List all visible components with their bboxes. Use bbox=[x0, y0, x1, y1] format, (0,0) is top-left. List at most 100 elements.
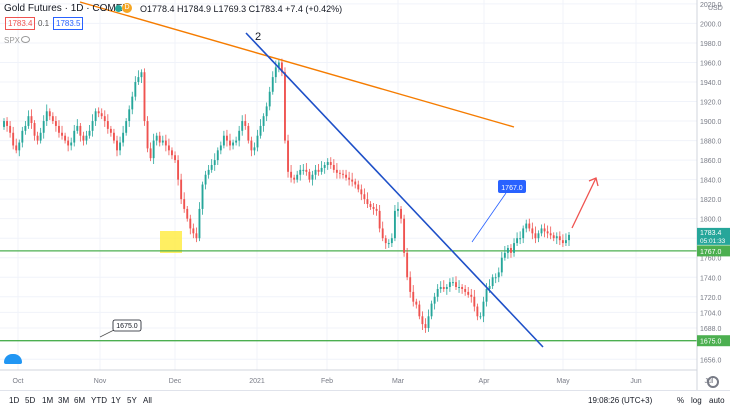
callout-label-blue: 1767.0 bbox=[501, 185, 523, 192]
symbol-title[interactable]: Gold Futures · 1D · COMEX bbox=[4, 3, 130, 14]
candle-body bbox=[534, 233, 537, 239]
candle-body bbox=[100, 113, 103, 117]
candle-body bbox=[204, 174, 207, 185]
candle bbox=[549, 226, 552, 240]
auto-toggle[interactable]: auto bbox=[709, 396, 725, 405]
badge-d: D bbox=[122, 3, 132, 13]
tradingview-logo-icon[interactable] bbox=[4, 354, 22, 364]
candle-body bbox=[140, 72, 143, 78]
range-3m[interactable]: 3M bbox=[58, 396, 70, 405]
candle-body bbox=[500, 257, 503, 273]
candle bbox=[345, 169, 348, 181]
candle bbox=[161, 135, 164, 146]
range-5d[interactable]: 5D bbox=[25, 396, 36, 405]
clock[interactable]: 19:08:26 (UTC+3) bbox=[588, 396, 653, 405]
candle bbox=[470, 288, 473, 303]
candle-body bbox=[128, 109, 131, 122]
candle-body bbox=[6, 121, 9, 126]
candle bbox=[390, 233, 393, 247]
candle-body bbox=[271, 77, 274, 92]
candle bbox=[189, 214, 192, 235]
candle bbox=[317, 164, 320, 176]
projection-arrow-head bbox=[588, 177, 599, 187]
candle bbox=[192, 223, 195, 239]
candle-body bbox=[531, 228, 534, 234]
candle-body bbox=[198, 208, 201, 239]
log-toggle[interactable]: log bbox=[691, 396, 702, 405]
candle bbox=[451, 277, 454, 287]
candle bbox=[415, 298, 418, 309]
candle bbox=[15, 138, 18, 154]
settings-gear-icon[interactable] bbox=[707, 376, 719, 388]
callout-leader-blue bbox=[471, 192, 507, 243]
candle bbox=[427, 309, 430, 332]
range-all[interactable]: All bbox=[143, 396, 152, 405]
candle-body bbox=[241, 121, 244, 131]
candle bbox=[540, 224, 543, 237]
candle-body bbox=[284, 72, 286, 141]
range-1m[interactable]: 1M bbox=[42, 396, 54, 405]
candle-body bbox=[528, 223, 531, 229]
x-tick-label: Jun bbox=[630, 378, 641, 385]
candle bbox=[537, 230, 540, 243]
candle bbox=[18, 139, 21, 157]
candle bbox=[305, 163, 308, 176]
candle bbox=[543, 223, 546, 238]
candle-body bbox=[451, 282, 454, 284]
candle-body bbox=[564, 240, 567, 244]
candle bbox=[21, 126, 24, 148]
candle-body bbox=[397, 208, 399, 211]
candle-body bbox=[537, 233, 540, 239]
candle-body bbox=[430, 303, 433, 317]
candle bbox=[366, 192, 369, 208]
candle bbox=[348, 171, 351, 186]
candle bbox=[207, 164, 210, 179]
orange-trend-line bbox=[79, 1, 515, 128]
range-6m[interactable]: 6M bbox=[74, 396, 86, 405]
y-tick-label: 1704.0 bbox=[700, 310, 722, 317]
candle bbox=[418, 300, 421, 320]
candle-body bbox=[232, 142, 235, 146]
candle-body bbox=[216, 150, 219, 161]
candle bbox=[3, 118, 5, 130]
candle-body bbox=[42, 121, 45, 133]
candle-body bbox=[403, 218, 406, 253]
candle bbox=[467, 287, 470, 298]
candle-body bbox=[112, 132, 115, 141]
candle bbox=[167, 138, 170, 156]
percent-toggle[interactable]: % bbox=[677, 396, 685, 405]
range-ytd[interactable]: YTD bbox=[91, 396, 107, 405]
range-1y[interactable]: 1Y bbox=[111, 396, 121, 405]
candle-body bbox=[335, 169, 338, 173]
sell-button[interactable]: 1783.4 bbox=[5, 17, 36, 30]
candle-body bbox=[171, 150, 173, 156]
candle-body bbox=[513, 243, 515, 253]
candle-body bbox=[155, 135, 158, 141]
buy-button[interactable]: 1783.5 bbox=[53, 17, 84, 30]
candle bbox=[82, 131, 85, 146]
indicator-label[interactable]: SPX bbox=[4, 36, 21, 45]
candle bbox=[54, 116, 57, 132]
candle bbox=[299, 164, 302, 181]
candle bbox=[287, 134, 289, 178]
candle-body bbox=[400, 208, 402, 219]
candle-body bbox=[82, 135, 85, 141]
eye-icon[interactable] bbox=[21, 36, 30, 43]
range-5y[interactable]: 5Y bbox=[127, 396, 137, 405]
candle bbox=[112, 128, 115, 144]
candle-body bbox=[225, 135, 228, 141]
candle bbox=[70, 137, 73, 151]
candle-body bbox=[351, 179, 354, 182]
candle bbox=[177, 155, 180, 186]
candle bbox=[27, 110, 30, 129]
candle bbox=[140, 69, 143, 83]
candle-body bbox=[393, 210, 396, 239]
candle bbox=[277, 59, 280, 73]
candle-body bbox=[342, 173, 344, 175]
candle bbox=[12, 126, 15, 150]
candle bbox=[247, 123, 250, 144]
candle bbox=[290, 164, 293, 183]
candle-body bbox=[470, 294, 473, 297]
range-1d[interactable]: 1D bbox=[9, 396, 20, 405]
